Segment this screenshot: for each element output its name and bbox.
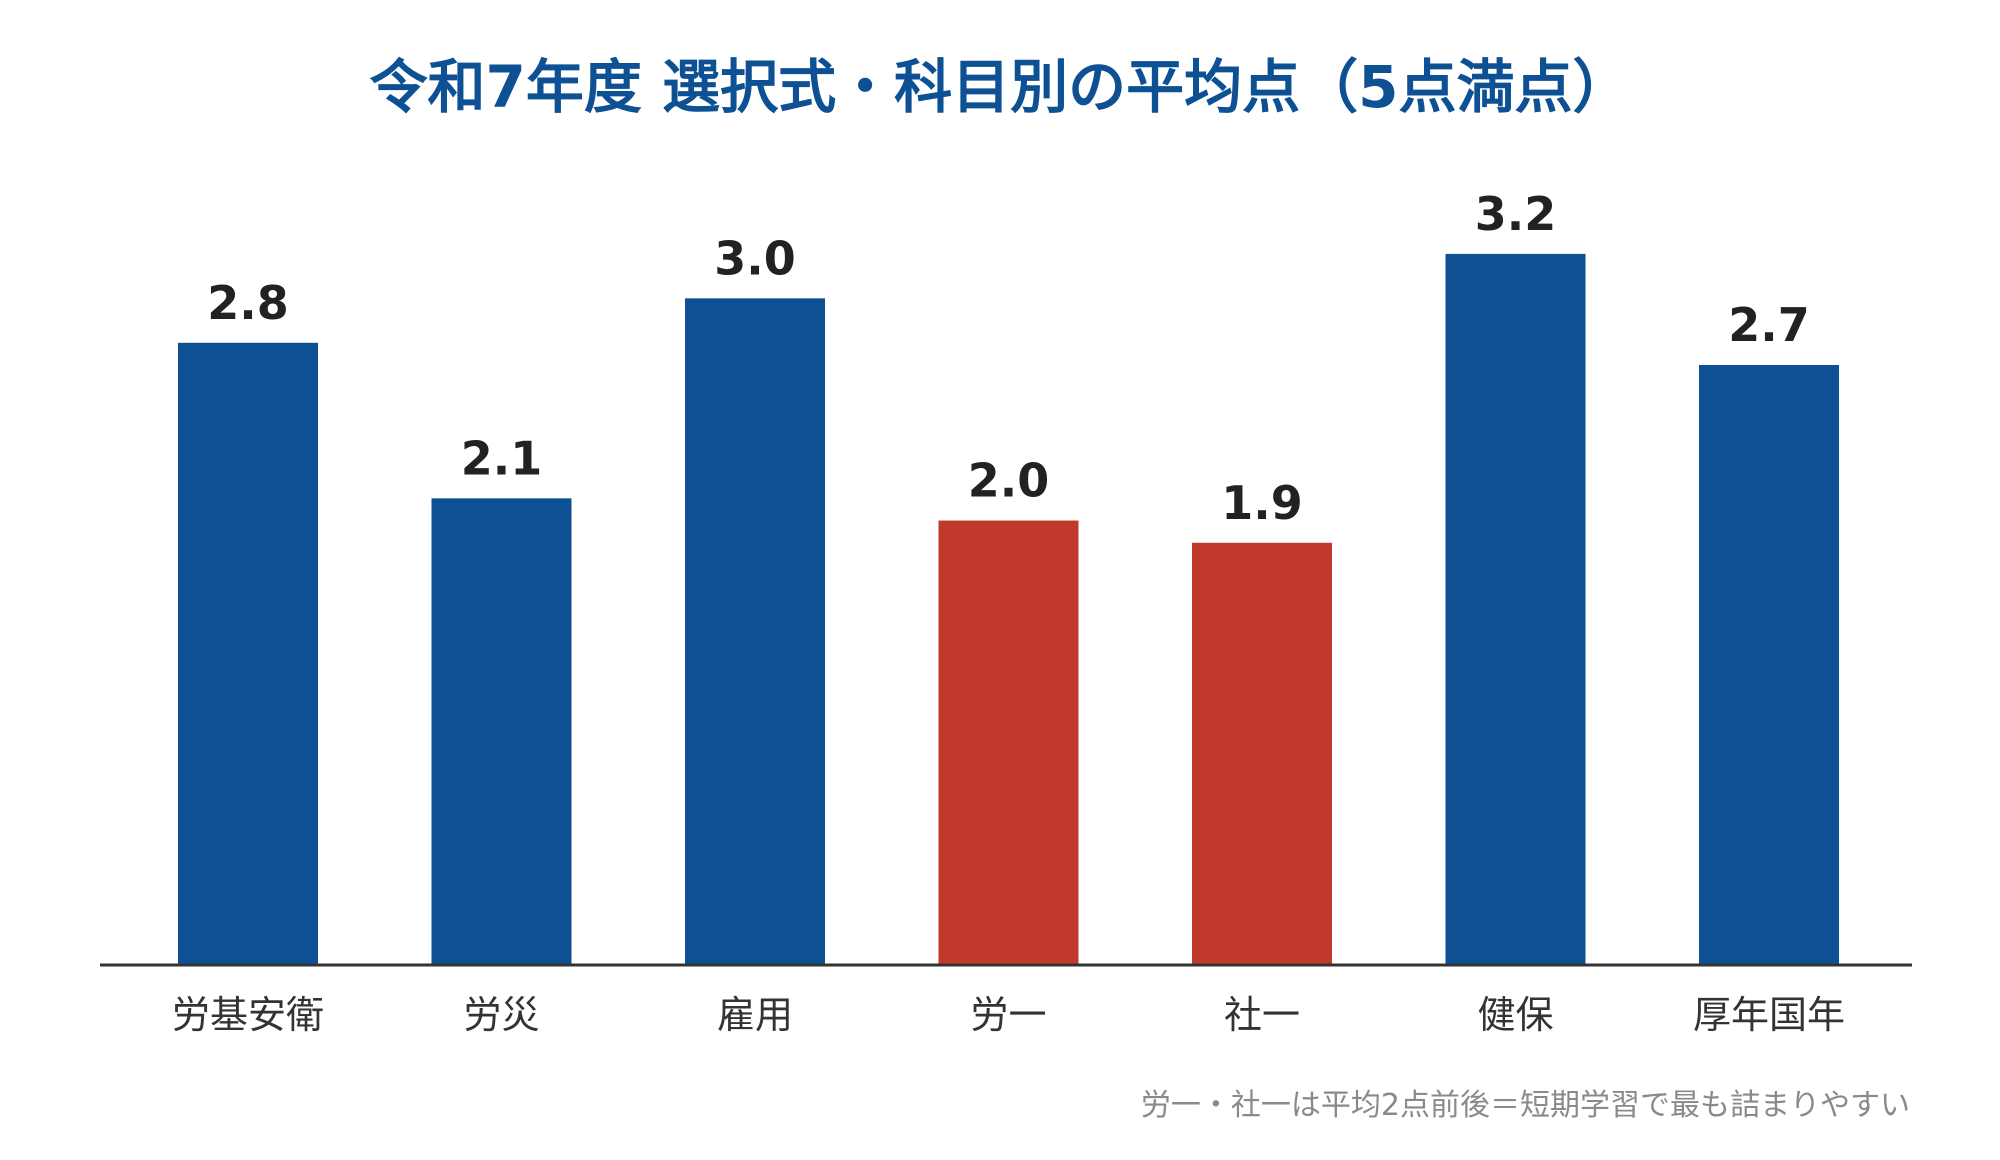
bar-value-label-1: 2.8 — [207, 276, 289, 330]
bar-6 — [1445, 253, 1586, 965]
bar-value-label-3: 3.0 — [714, 231, 796, 285]
category-label-6: 健保 — [1477, 993, 1553, 1037]
category-label-2: 労災 — [463, 993, 539, 1037]
bars-group — [178, 253, 1839, 965]
category-label-3: 雇用 — [717, 993, 793, 1037]
bar-value-label-2: 2.1 — [461, 431, 543, 485]
category-labels-group: 労基安衛 労災 雇用 労一 社一 健保 厚年国年 — [172, 993, 1845, 1037]
bar-4 — [938, 520, 1079, 965]
chart-title: 令和7年度 選択式・科目別の平均点（5点満点） — [369, 53, 1631, 121]
category-label-4: 労一 — [970, 993, 1046, 1037]
bar-1 — [178, 342, 318, 965]
value-labels-group: 2.8 2.1 3.0 2.0 1.9 3.2 2.7 — [207, 187, 1810, 530]
bar-2 — [431, 498, 572, 965]
category-label-1: 労基安衛 — [172, 993, 324, 1037]
bar-value-label-5: 1.9 — [1221, 476, 1303, 530]
bar-value-label-7: 2.7 — [1728, 298, 1810, 352]
bar-value-label-4: 2.0 — [968, 454, 1050, 508]
category-label-5: 社一 — [1224, 993, 1300, 1037]
bar-5 — [1192, 542, 1332, 965]
bar-7 — [1699, 365, 1839, 965]
footnote-annotation: 労一・社一は平均2点前後＝短期学習で最も詰まりやすい — [1140, 1088, 1910, 1123]
category-label-7: 厚年国年 — [1693, 993, 1845, 1037]
bar-3 — [685, 298, 825, 965]
bar-value-label-6: 3.2 — [1475, 187, 1557, 241]
